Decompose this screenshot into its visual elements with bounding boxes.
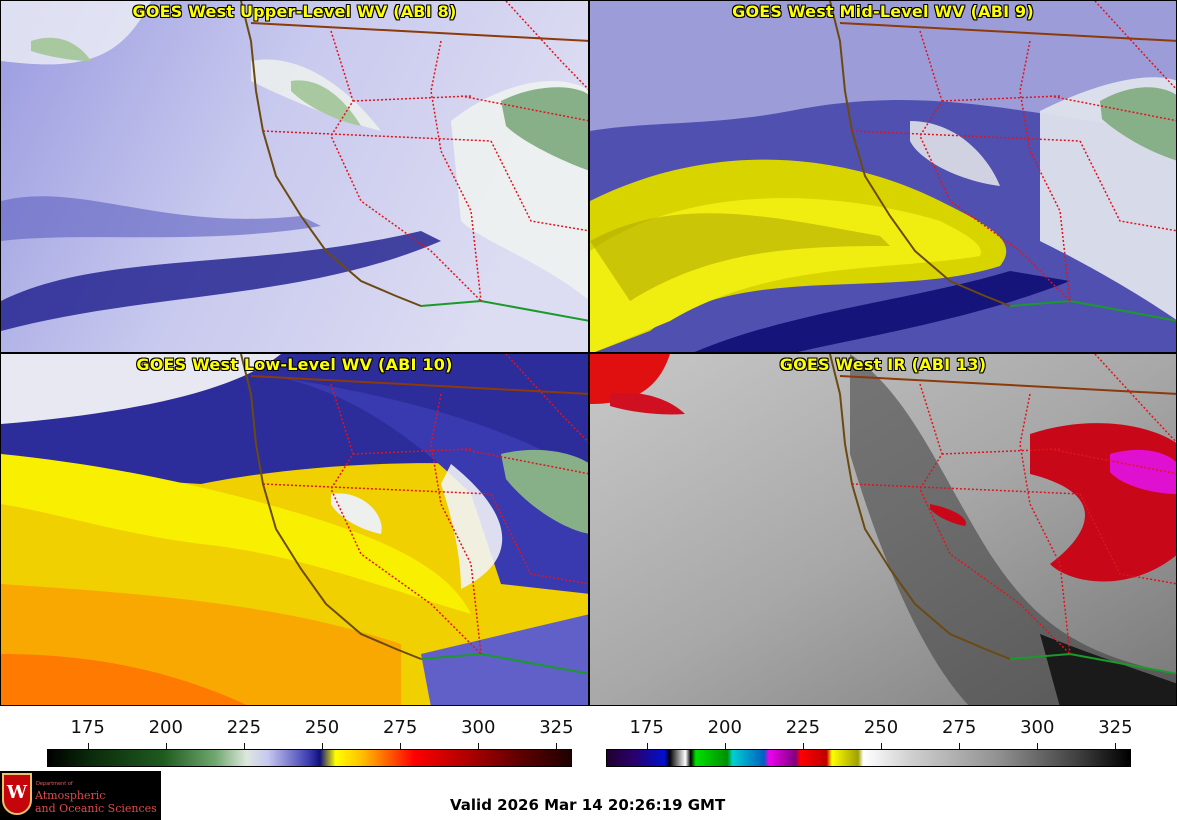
panel-ir: GOES West IR (ABI 13) <box>589 353 1177 706</box>
mid-level-wv-image <box>590 1 1176 352</box>
logo-line1: Atmospheric <box>35 789 106 802</box>
wv-tick-mark <box>87 743 89 749</box>
wv-tick-mark <box>165 743 167 749</box>
logo-dept-line: Department of <box>36 781 73 787</box>
aos-logo: W Department of Atmospheric and Oceanic … <box>0 771 161 820</box>
ir-tick-label: 300 <box>1020 717 1055 738</box>
wv-colorbar-gradient <box>47 749 572 767</box>
low-level-wv-image <box>1 354 588 705</box>
panel-mid-level-wv: GOES West Mid-Level WV (ABI 9) <box>589 0 1177 353</box>
wv-tick-label: 250 <box>304 717 340 738</box>
ir-tick-mark <box>1037 743 1039 749</box>
ir-tick-mark <box>724 743 726 749</box>
wv-tick-mark <box>556 743 558 749</box>
ir-tick-mark <box>1115 743 1117 749</box>
ir-tick-mark <box>959 743 961 749</box>
panel-title: GOES West Upper-Level WV (ABI 8) <box>132 2 457 21</box>
wv-tick-mark <box>478 743 480 749</box>
ir-tick-label: 175 <box>629 717 664 738</box>
panel-title: GOES West Low-Level WV (ABI 10) <box>136 355 453 374</box>
ir-tick-mark <box>881 743 882 749</box>
ir-image <box>590 354 1176 705</box>
panel-upper-level-wv: GOES West Upper-Level WV (ABI 8) <box>0 0 589 353</box>
wv-tick-mark <box>243 743 245 749</box>
panel-low-level-wv: GOES West Low-Level WV (ABI 10) <box>0 353 589 706</box>
wv-tick-label: 300 <box>461 717 496 738</box>
wv-tick-mark <box>400 743 402 749</box>
ir-tick-label: 275 <box>941 717 977 738</box>
ir-colorbar: 175 200 225 250 275 300 325 <box>606 713 1133 769</box>
wv-tick-label: 225 <box>226 717 262 738</box>
ir-tick-label: 200 <box>707 717 742 738</box>
ir-tick-label: 225 <box>785 717 821 738</box>
wv-colorbar: 175 200 225 250 275 300 325 <box>47 713 574 769</box>
panel-title: GOES West IR (ABI 13) <box>779 355 987 374</box>
ir-tick-mark <box>802 743 804 749</box>
wv-tick-mark <box>322 743 323 749</box>
wv-tick-label: 325 <box>539 717 574 738</box>
wv-tick-label: 200 <box>148 717 183 738</box>
wv-tick-label: 175 <box>70 717 105 738</box>
ir-tick-label: 250 <box>863 717 899 738</box>
wv-tick-label: 275 <box>382 717 418 738</box>
panel-title: GOES West Mid-Level WV (ABI 9) <box>732 2 1034 21</box>
valid-time: Valid 2026 Mar 14 20:26:19 GMT <box>450 796 726 814</box>
ir-colorbar-gradient <box>606 749 1131 767</box>
uw-crest-icon: W <box>2 773 32 815</box>
ir-tick-label: 325 <box>1098 717 1133 738</box>
logo-line2: and Oceanic Sciences <box>35 802 157 815</box>
upper-level-wv-image <box>1 1 588 352</box>
ir-tick-mark <box>646 743 648 749</box>
